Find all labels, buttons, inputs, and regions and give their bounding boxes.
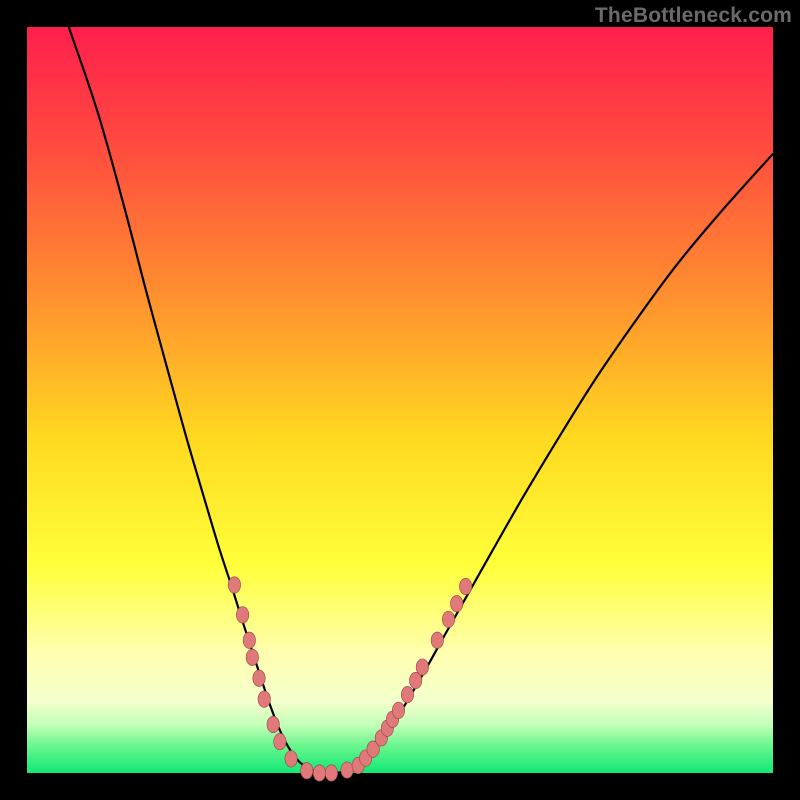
plot-area xyxy=(27,27,773,773)
marker-point xyxy=(442,611,454,627)
chart-outer: TheBottleneck.com xyxy=(0,0,800,800)
marker-point xyxy=(236,607,248,623)
marker-point xyxy=(301,763,313,779)
marker-point xyxy=(459,578,471,594)
marker-point xyxy=(416,659,428,675)
marker-point xyxy=(274,733,286,749)
marker-point xyxy=(431,632,443,648)
marker-point xyxy=(325,765,337,781)
marker-point xyxy=(267,716,279,732)
markers-layer xyxy=(27,27,773,773)
marker-point xyxy=(392,702,404,718)
marker-point xyxy=(341,762,353,778)
marker-point xyxy=(243,632,255,648)
marker-point xyxy=(228,577,240,593)
marker-point xyxy=(258,691,270,707)
marker-point xyxy=(253,670,265,686)
markers-group xyxy=(228,577,472,781)
marker-point xyxy=(313,765,325,781)
marker-point xyxy=(246,649,258,665)
attribution-text: TheBottleneck.com xyxy=(595,4,792,28)
marker-point xyxy=(285,751,297,767)
marker-point xyxy=(450,595,462,611)
marker-point xyxy=(401,686,413,702)
